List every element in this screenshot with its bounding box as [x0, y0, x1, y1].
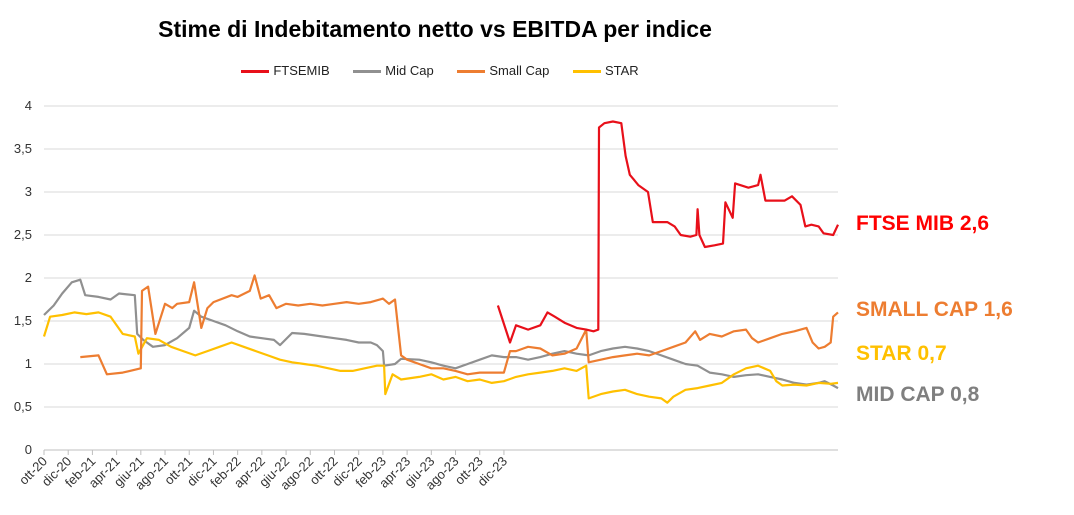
chart-title: Stime di Indebitamento netto vs EBITDA p… [158, 16, 712, 42]
annotation-star: STAR 0,7 [856, 342, 947, 365]
y-tick-label: 2 [25, 270, 32, 285]
series-line-star [42, 311, 839, 404]
legend-swatch-ftsemib [241, 70, 270, 74]
legend-item-mid-cap: Mid Cap [353, 63, 434, 78]
legend-item-star: STAR [572, 63, 639, 78]
legend-label-ftsemib: FTSEMIB [273, 63, 330, 78]
series-line-ftsemib [496, 120, 839, 344]
axes: 00,511,522,533,54ott-20dic-20feb-21apr-2… [14, 98, 838, 493]
series-line-small-cap [80, 274, 839, 376]
y-tick-label: 1,5 [14, 313, 32, 328]
series-line-mid-cap [43, 278, 839, 390]
legend-label-mid-cap: Mid Cap [385, 63, 434, 78]
legend-swatch-mid-cap [353, 70, 382, 74]
grid-lines [44, 105, 838, 408]
y-tick-label: 0 [25, 442, 32, 457]
y-tick-label: 3 [25, 184, 32, 199]
series-lines [42, 120, 839, 404]
legend-label-small-cap: Small Cap [489, 63, 550, 78]
y-tick-label: 1 [25, 356, 32, 371]
legend-swatch-small-cap [457, 70, 486, 74]
legend-item-ftsemib: FTSEMIB [241, 63, 330, 78]
legend-label-star: STAR [604, 63, 639, 78]
annotation-mid-cap: MID CAP 0,8 [856, 383, 980, 406]
legend-item-small-cap: Small Cap [457, 63, 549, 78]
annotation-ftse-mib: FTSE MIB 2,6 [856, 212, 990, 235]
y-tick-label: 3,5 [14, 141, 32, 156]
annotation-small-cap: SMALL CAP 1,6 [856, 298, 1013, 321]
y-tick-label: 2,5 [14, 227, 32, 242]
legend-swatch-star [572, 70, 601, 74]
legend: FTSEMIB Mid Cap Small Cap STAR [0, 63, 880, 78]
y-tick-label: 4 [25, 98, 32, 113]
y-tick-label: 0,5 [14, 399, 32, 414]
